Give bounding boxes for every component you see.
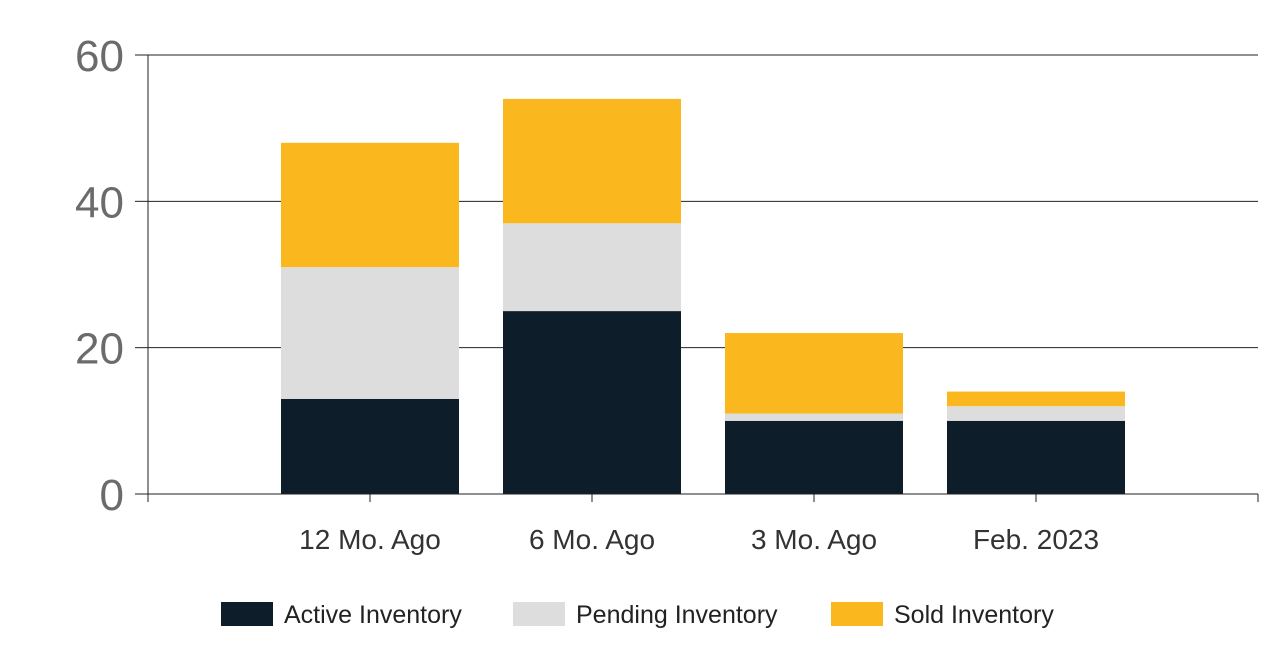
x-tick-label: 12 Mo. Ago [299, 524, 441, 555]
legend-swatch-sold-inventory [831, 602, 883, 626]
bar-active-inventory-3 [947, 420, 1125, 494]
legend-label-pending-inventory: Pending Inventory [576, 601, 778, 629]
bar-sold-inventory-1 [503, 98, 681, 224]
bar-sold-inventory-2 [725, 333, 903, 414]
y-tick-label: 60 [75, 32, 124, 81]
y-tick-label: 40 [75, 178, 124, 227]
legend-label-sold-inventory: Sold Inventory [894, 601, 1054, 629]
bar-pending-inventory-3 [947, 406, 1125, 421]
bar-pending-inventory-1 [503, 223, 681, 312]
bar-active-inventory-2 [725, 420, 903, 494]
legend-label-active-inventory: Active Inventory [284, 601, 462, 629]
y-tick-label: 0 [100, 471, 124, 520]
x-tick-label: 6 Mo. Ago [529, 524, 655, 555]
bar-active-inventory-1 [503, 311, 681, 494]
x-tick-label: 3 Mo. Ago [751, 524, 877, 555]
bar-pending-inventory-0 [281, 267, 459, 399]
axes: 0 20 40 60 12 Mo. Ago 6 Mo. Ago 3 Mo. Ago Feb. … [75, 32, 1259, 555]
y-tick-label: 20 [75, 325, 124, 374]
legend-swatch-active-inventory [221, 602, 273, 626]
bars [281, 98, 1125, 494]
bar-pending-inventory-2 [725, 413, 903, 421]
bar-sold-inventory-0 [281, 142, 459, 268]
legend: Active Inventory Pending Inventory Sold In… [221, 601, 1054, 629]
legend-swatch-pending-inventory [513, 602, 565, 626]
bar-active-inventory-0 [281, 398, 459, 494]
x-tick-label: Feb. 2023 [973, 524, 1099, 555]
bar-sold-inventory-3 [947, 391, 1125, 407]
